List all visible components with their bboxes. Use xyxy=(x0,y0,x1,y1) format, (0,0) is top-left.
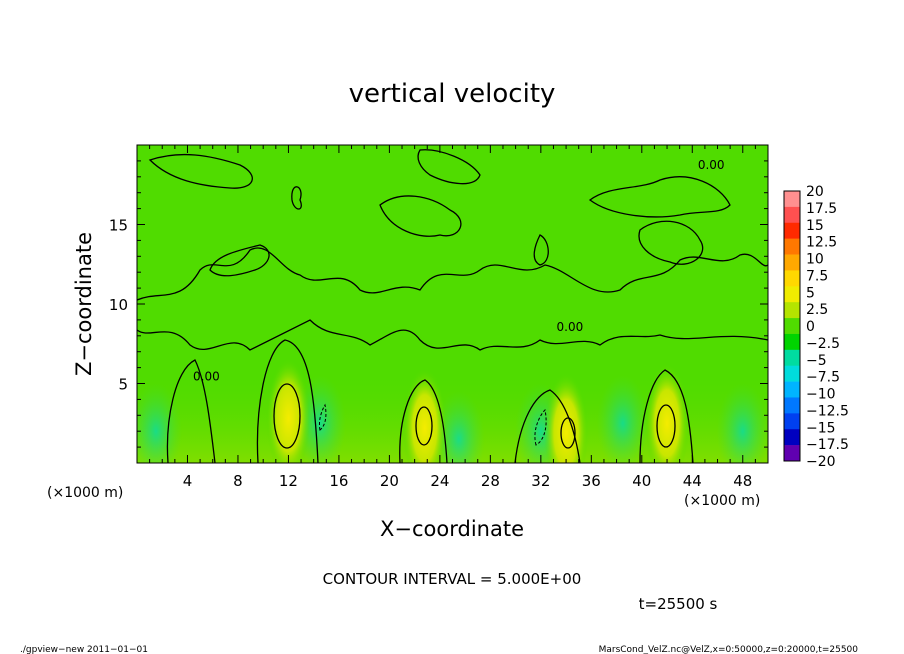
colorbar-swatch xyxy=(784,191,800,208)
colorbar-label: 10 xyxy=(806,252,824,268)
x-tick-label: 12 xyxy=(279,472,298,490)
updraft-core-contour xyxy=(560,417,576,449)
colorbar-label: 17.5 xyxy=(806,201,837,217)
colorbar-frame xyxy=(783,190,801,462)
chart-title: vertical velocity xyxy=(349,79,556,109)
x-tick-label: 44 xyxy=(683,472,702,490)
contour-lines xyxy=(137,149,768,463)
colorbar-label: −10 xyxy=(806,387,836,403)
contour-interval-label: CONTOUR INTERVAL = 5.000E+00 xyxy=(323,570,582,588)
x-axis: 4 8 12 16 20 24 28 32 36 40 44 48 xyxy=(149,145,756,490)
updraft-core xyxy=(645,363,690,463)
colorbar-swatch xyxy=(784,318,800,335)
colorbar-swatch xyxy=(784,413,800,430)
colorbar-swatch xyxy=(784,222,800,239)
colorbar-label: 7.5 xyxy=(806,268,828,284)
x-tick-label: 28 xyxy=(481,472,500,490)
colorbar-swatch xyxy=(784,429,800,446)
y-tick-label: 10 xyxy=(109,296,128,314)
contour-label: 0.00 xyxy=(193,369,220,383)
updraft-core xyxy=(402,368,447,463)
colorbar-swatch xyxy=(784,286,800,303)
x-tick-label: 4 xyxy=(183,472,193,490)
negative-contour xyxy=(319,403,327,431)
colorbar: 2017.51512.5107.552.50−2.5−5−7.5−10−12.5… xyxy=(783,184,849,470)
colorbar-label: 0 xyxy=(806,319,815,335)
y-axis-label: Z−coordinate xyxy=(72,232,96,376)
colorbar-label: 2.5 xyxy=(806,302,828,318)
colorbar-swatch xyxy=(784,270,800,287)
colorbar-label: −15 xyxy=(806,420,836,436)
colorbar-swatch xyxy=(784,254,800,271)
colorbar-swatch xyxy=(784,206,800,224)
x-unit-right: (×1000 m) xyxy=(684,493,760,509)
colorbar-label: 12.5 xyxy=(806,235,837,251)
x-tick-label: 16 xyxy=(329,472,348,490)
contour-label: 0.00 xyxy=(698,158,725,172)
colorbar-swatch xyxy=(784,238,800,255)
x-tick-label: 20 xyxy=(380,472,399,490)
y-tick-label: 15 xyxy=(109,217,128,235)
x-axis-label: X−coordinate xyxy=(380,517,524,541)
colorbar-label: −7.5 xyxy=(806,370,840,386)
negative-contour xyxy=(534,408,547,446)
x-tick-label: 48 xyxy=(733,472,752,490)
y-tick-label: 5 xyxy=(118,376,128,394)
updraft-core-contour xyxy=(415,406,433,446)
colorbar-label: 15 xyxy=(806,218,824,234)
downdraft-region xyxy=(716,383,768,463)
x-unit-left: (×1000 m) xyxy=(47,485,123,501)
colorbar-swatch xyxy=(784,445,800,462)
colorbar-label: −17.5 xyxy=(806,437,849,453)
colorbar-label: −12.5 xyxy=(806,403,849,419)
x-tick-label: 32 xyxy=(531,472,550,490)
colorbar-label: 5 xyxy=(806,285,815,301)
colorbar-label: 20 xyxy=(806,184,824,200)
colorbar-label: −20 xyxy=(806,454,836,470)
colorbar-label: −2.5 xyxy=(806,336,840,352)
x-tick-label: 36 xyxy=(582,472,601,490)
downdraft-region xyxy=(596,375,649,463)
footer-right: MarsCond_VelZ.nc@VelZ,x=0:50000,z=0:2000… xyxy=(599,645,859,654)
plot-area: 0.00 0.00 0.00 xyxy=(137,145,768,463)
colorbar-swatch xyxy=(784,349,800,367)
x-tick-label: 24 xyxy=(430,472,449,490)
x-tick-label: 8 xyxy=(233,472,243,490)
contour-label: 0.00 xyxy=(557,320,584,334)
x-tick-label: 40 xyxy=(632,472,651,490)
colorbar-swatch xyxy=(784,397,800,414)
time-label: t=25500 s xyxy=(639,595,718,613)
y-axis: 5 10 15 xyxy=(109,160,768,448)
colorbar-swatch xyxy=(784,381,800,398)
colorbar-swatch xyxy=(784,302,800,319)
footer-left: ./gpview−new 2011−01−01 xyxy=(20,645,148,654)
downdraft-region xyxy=(137,383,182,463)
colorbar-label: −5 xyxy=(806,353,827,369)
colorbar-swatch xyxy=(784,365,800,382)
colorbar-swatch xyxy=(784,333,800,351)
updraft-core-contour xyxy=(273,383,301,449)
updraft-core-contour xyxy=(656,404,676,448)
